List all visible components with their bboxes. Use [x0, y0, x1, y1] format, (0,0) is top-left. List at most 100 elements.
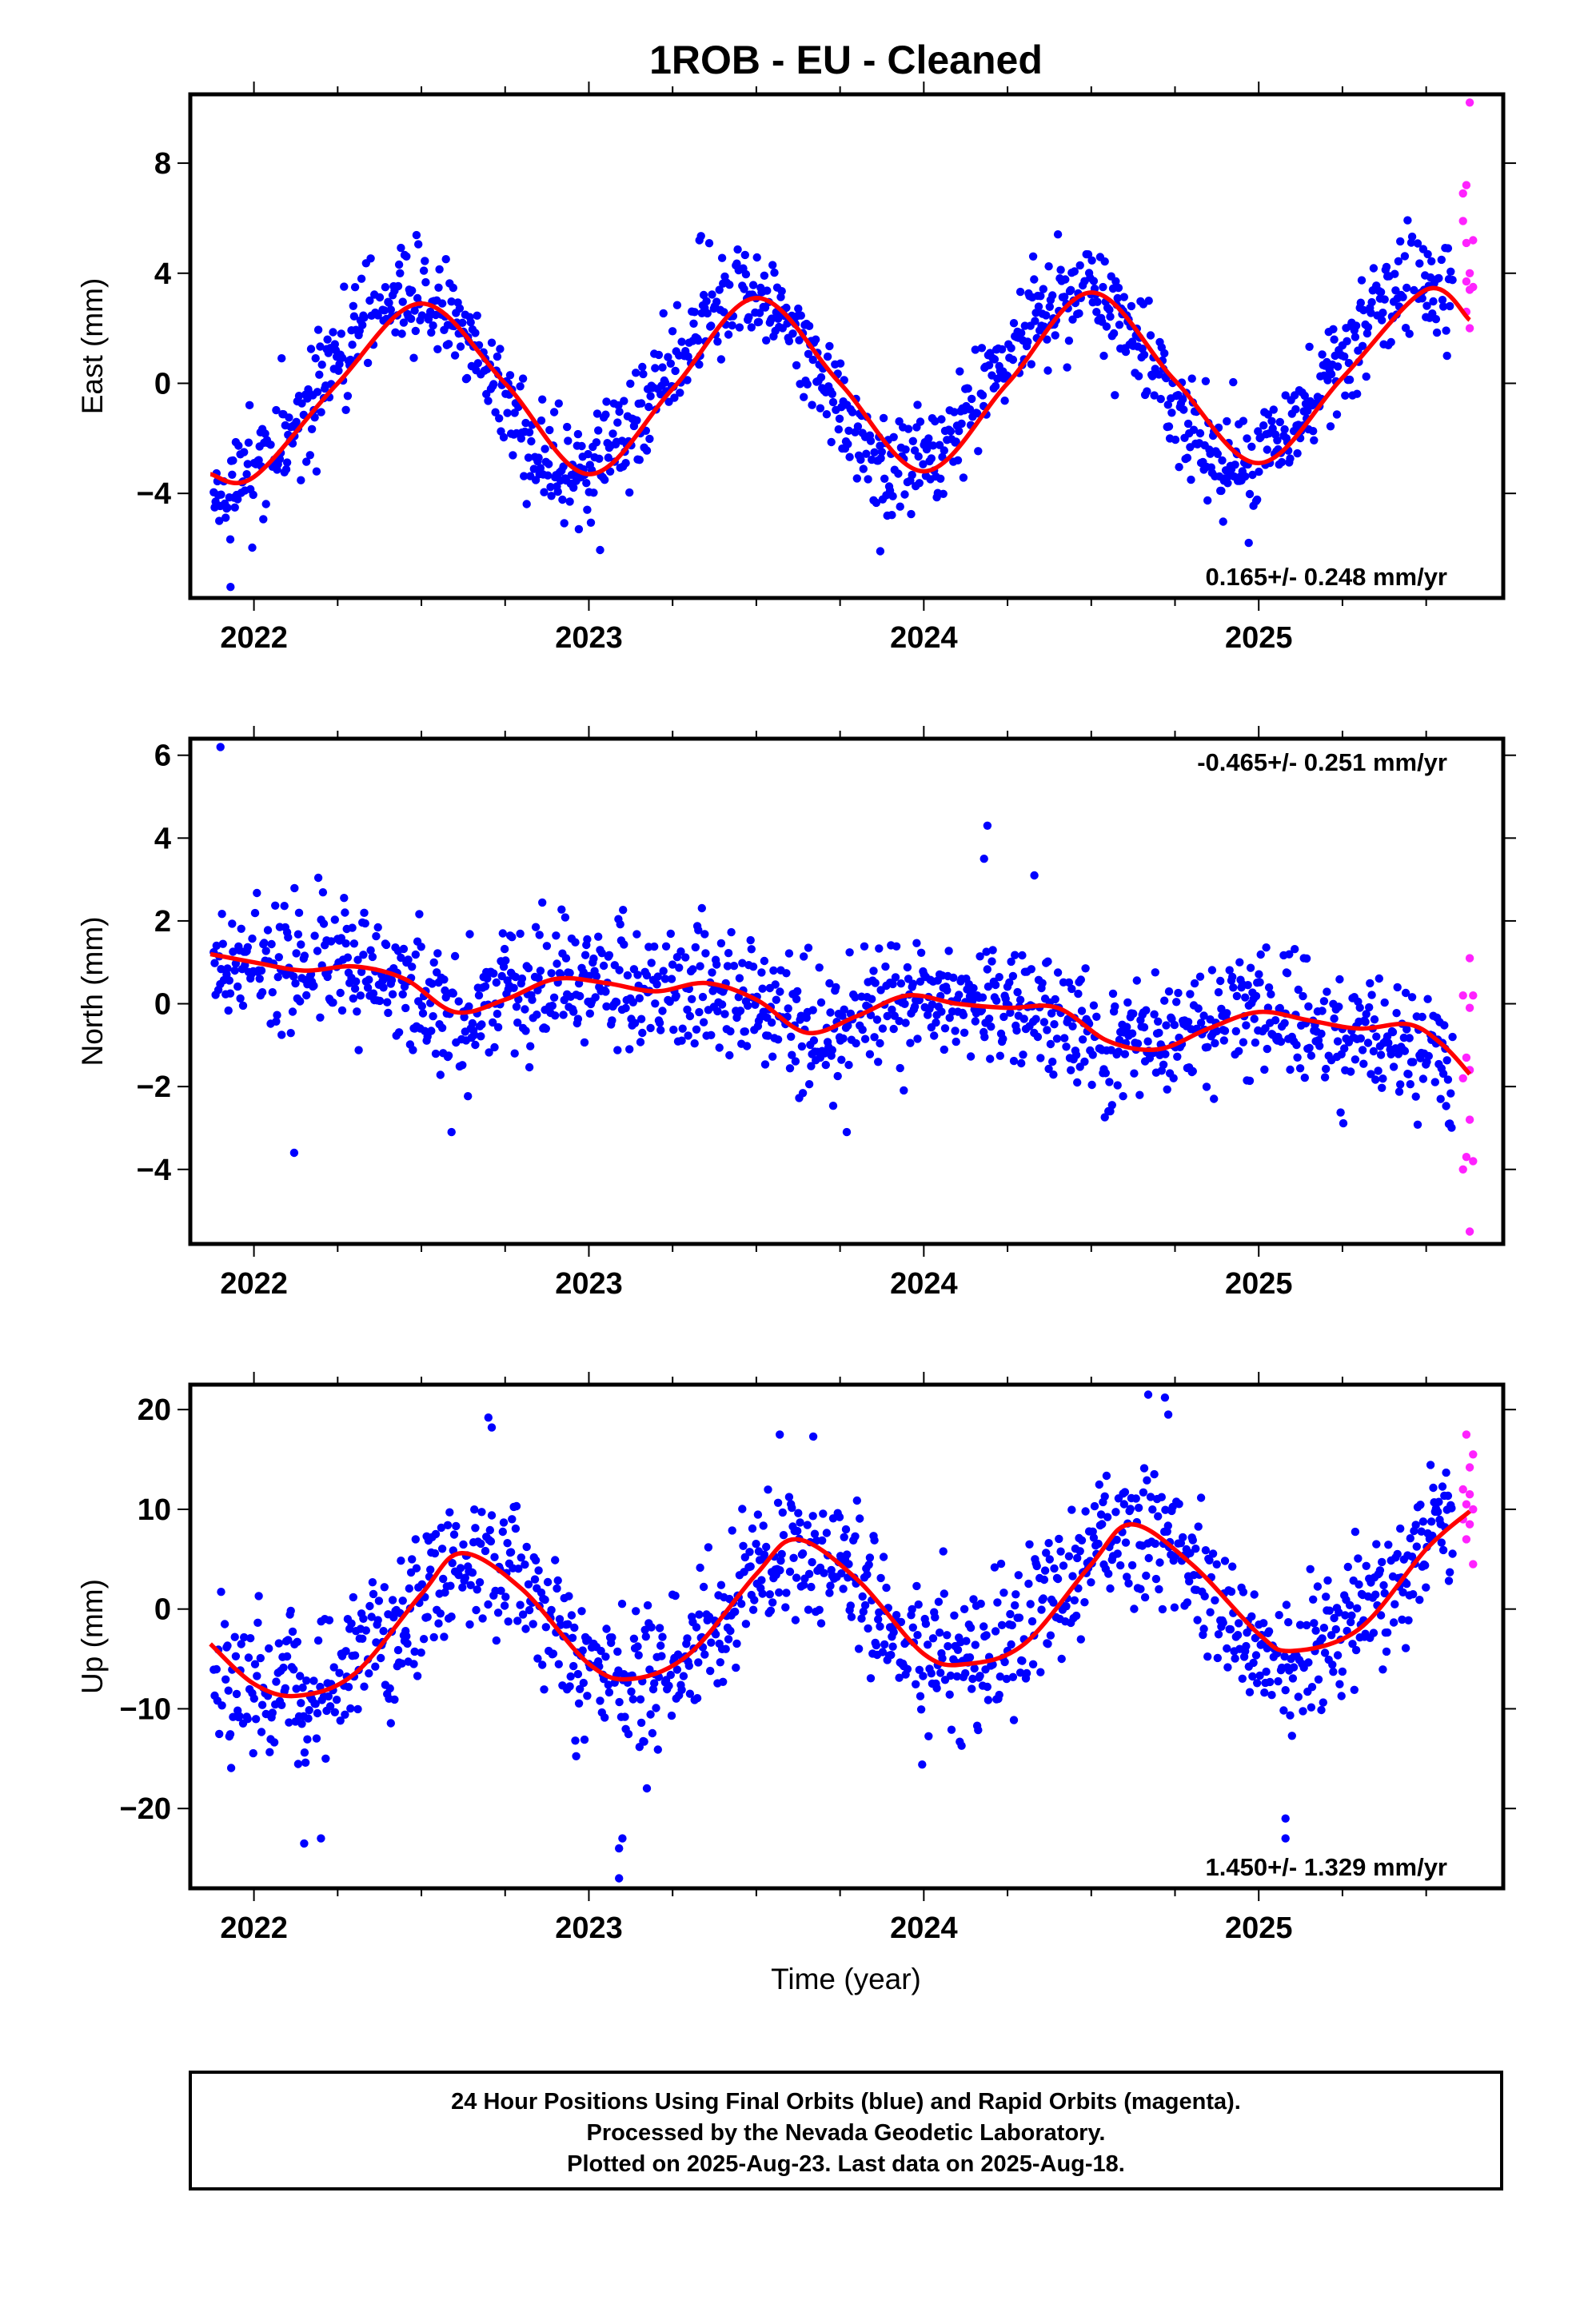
final-point	[1247, 442, 1256, 451]
final-point	[776, 1557, 785, 1565]
final-point	[1050, 1020, 1059, 1029]
final-point	[625, 488, 634, 497]
final-point	[1306, 1565, 1315, 1574]
final-point	[974, 1725, 983, 1735]
final-point	[273, 1011, 281, 1019]
final-point	[536, 464, 545, 472]
final-point	[839, 1585, 848, 1593]
final-point	[1376, 1611, 1386, 1620]
final-point	[1075, 261, 1084, 270]
final-point	[1074, 989, 1083, 999]
final-point	[1335, 1680, 1344, 1688]
final-point	[688, 965, 697, 974]
final-point	[580, 1038, 589, 1047]
final-point	[894, 469, 903, 478]
final-point	[664, 353, 672, 361]
final-point	[1113, 1549, 1122, 1558]
final-point	[223, 503, 232, 512]
final-point	[1098, 1520, 1107, 1529]
final-point	[1170, 1020, 1179, 1030]
final-point	[688, 995, 696, 1004]
final-point	[531, 476, 541, 484]
final-point	[1253, 495, 1262, 504]
final-point	[1049, 1598, 1058, 1607]
final-point	[1214, 988, 1223, 997]
final-point	[583, 505, 592, 514]
final-point	[1358, 1046, 1367, 1054]
final-point	[1038, 979, 1047, 988]
final-point	[1391, 286, 1400, 295]
final-point	[468, 1569, 477, 1577]
final-point	[864, 475, 872, 484]
final-point	[1201, 377, 1211, 385]
final-point	[1161, 1505, 1170, 1514]
rapid-point	[1465, 1490, 1474, 1499]
final-point	[525, 1062, 534, 1072]
east-fit-curve	[209, 285, 1471, 485]
final-point	[604, 951, 614, 960]
final-point	[1406, 1534, 1415, 1543]
final-point	[1287, 1732, 1297, 1740]
final-point	[435, 265, 444, 274]
final-point	[887, 1650, 896, 1660]
final-point	[1052, 1034, 1062, 1043]
final-point	[552, 931, 561, 940]
final-point	[726, 1626, 735, 1636]
final-point	[256, 1653, 265, 1663]
y-tick-label: −2	[137, 1070, 171, 1104]
final-point	[1228, 1562, 1237, 1571]
final-point	[300, 951, 309, 960]
final-point	[559, 1011, 568, 1019]
final-point	[924, 1732, 933, 1740]
final-point	[215, 1729, 224, 1739]
final-point	[1140, 1593, 1150, 1602]
final-point	[625, 1045, 634, 1054]
final-point	[1123, 998, 1132, 1007]
final-point	[962, 1636, 971, 1645]
final-point	[828, 397, 838, 407]
final-point	[1340, 352, 1349, 361]
final-point	[1124, 1579, 1133, 1588]
final-point	[1259, 421, 1268, 430]
final-point	[388, 1596, 397, 1604]
final-point	[1358, 341, 1367, 350]
final-point	[437, 1545, 447, 1553]
final-point	[1127, 1029, 1137, 1038]
final-point	[800, 1581, 808, 1589]
final-point	[1273, 436, 1282, 444]
final-point	[573, 1669, 583, 1679]
final-point	[1351, 321, 1361, 330]
final-point	[458, 1583, 467, 1592]
final-point	[913, 401, 922, 409]
final-point	[828, 389, 837, 398]
final-point	[1039, 285, 1048, 293]
final-point	[257, 1728, 266, 1736]
final-point	[772, 995, 780, 1004]
final-point	[1060, 293, 1069, 301]
final-point	[1064, 337, 1074, 345]
final-point	[573, 429, 583, 439]
final-point	[315, 370, 324, 379]
final-point	[1143, 1476, 1151, 1485]
final-point	[1111, 1002, 1119, 1011]
final-point	[726, 1026, 735, 1036]
final-point	[827, 437, 836, 447]
final-point	[1183, 1018, 1193, 1026]
final-point	[1291, 405, 1300, 414]
final-point	[220, 1620, 229, 1628]
final-point	[1027, 1616, 1037, 1626]
final-point	[779, 1531, 788, 1540]
final-point	[691, 943, 700, 952]
final-point	[1032, 1561, 1041, 1571]
final-point	[274, 953, 283, 962]
final-point	[1101, 1069, 1111, 1078]
final-point	[1404, 1616, 1413, 1625]
final-point	[583, 1692, 592, 1700]
final-point	[311, 354, 320, 363]
final-point	[1418, 1012, 1426, 1022]
final-point	[604, 1680, 612, 1689]
final-point	[768, 1598, 777, 1607]
final-point	[1409, 1058, 1418, 1066]
final-point	[912, 939, 921, 947]
final-point	[1015, 1613, 1024, 1622]
